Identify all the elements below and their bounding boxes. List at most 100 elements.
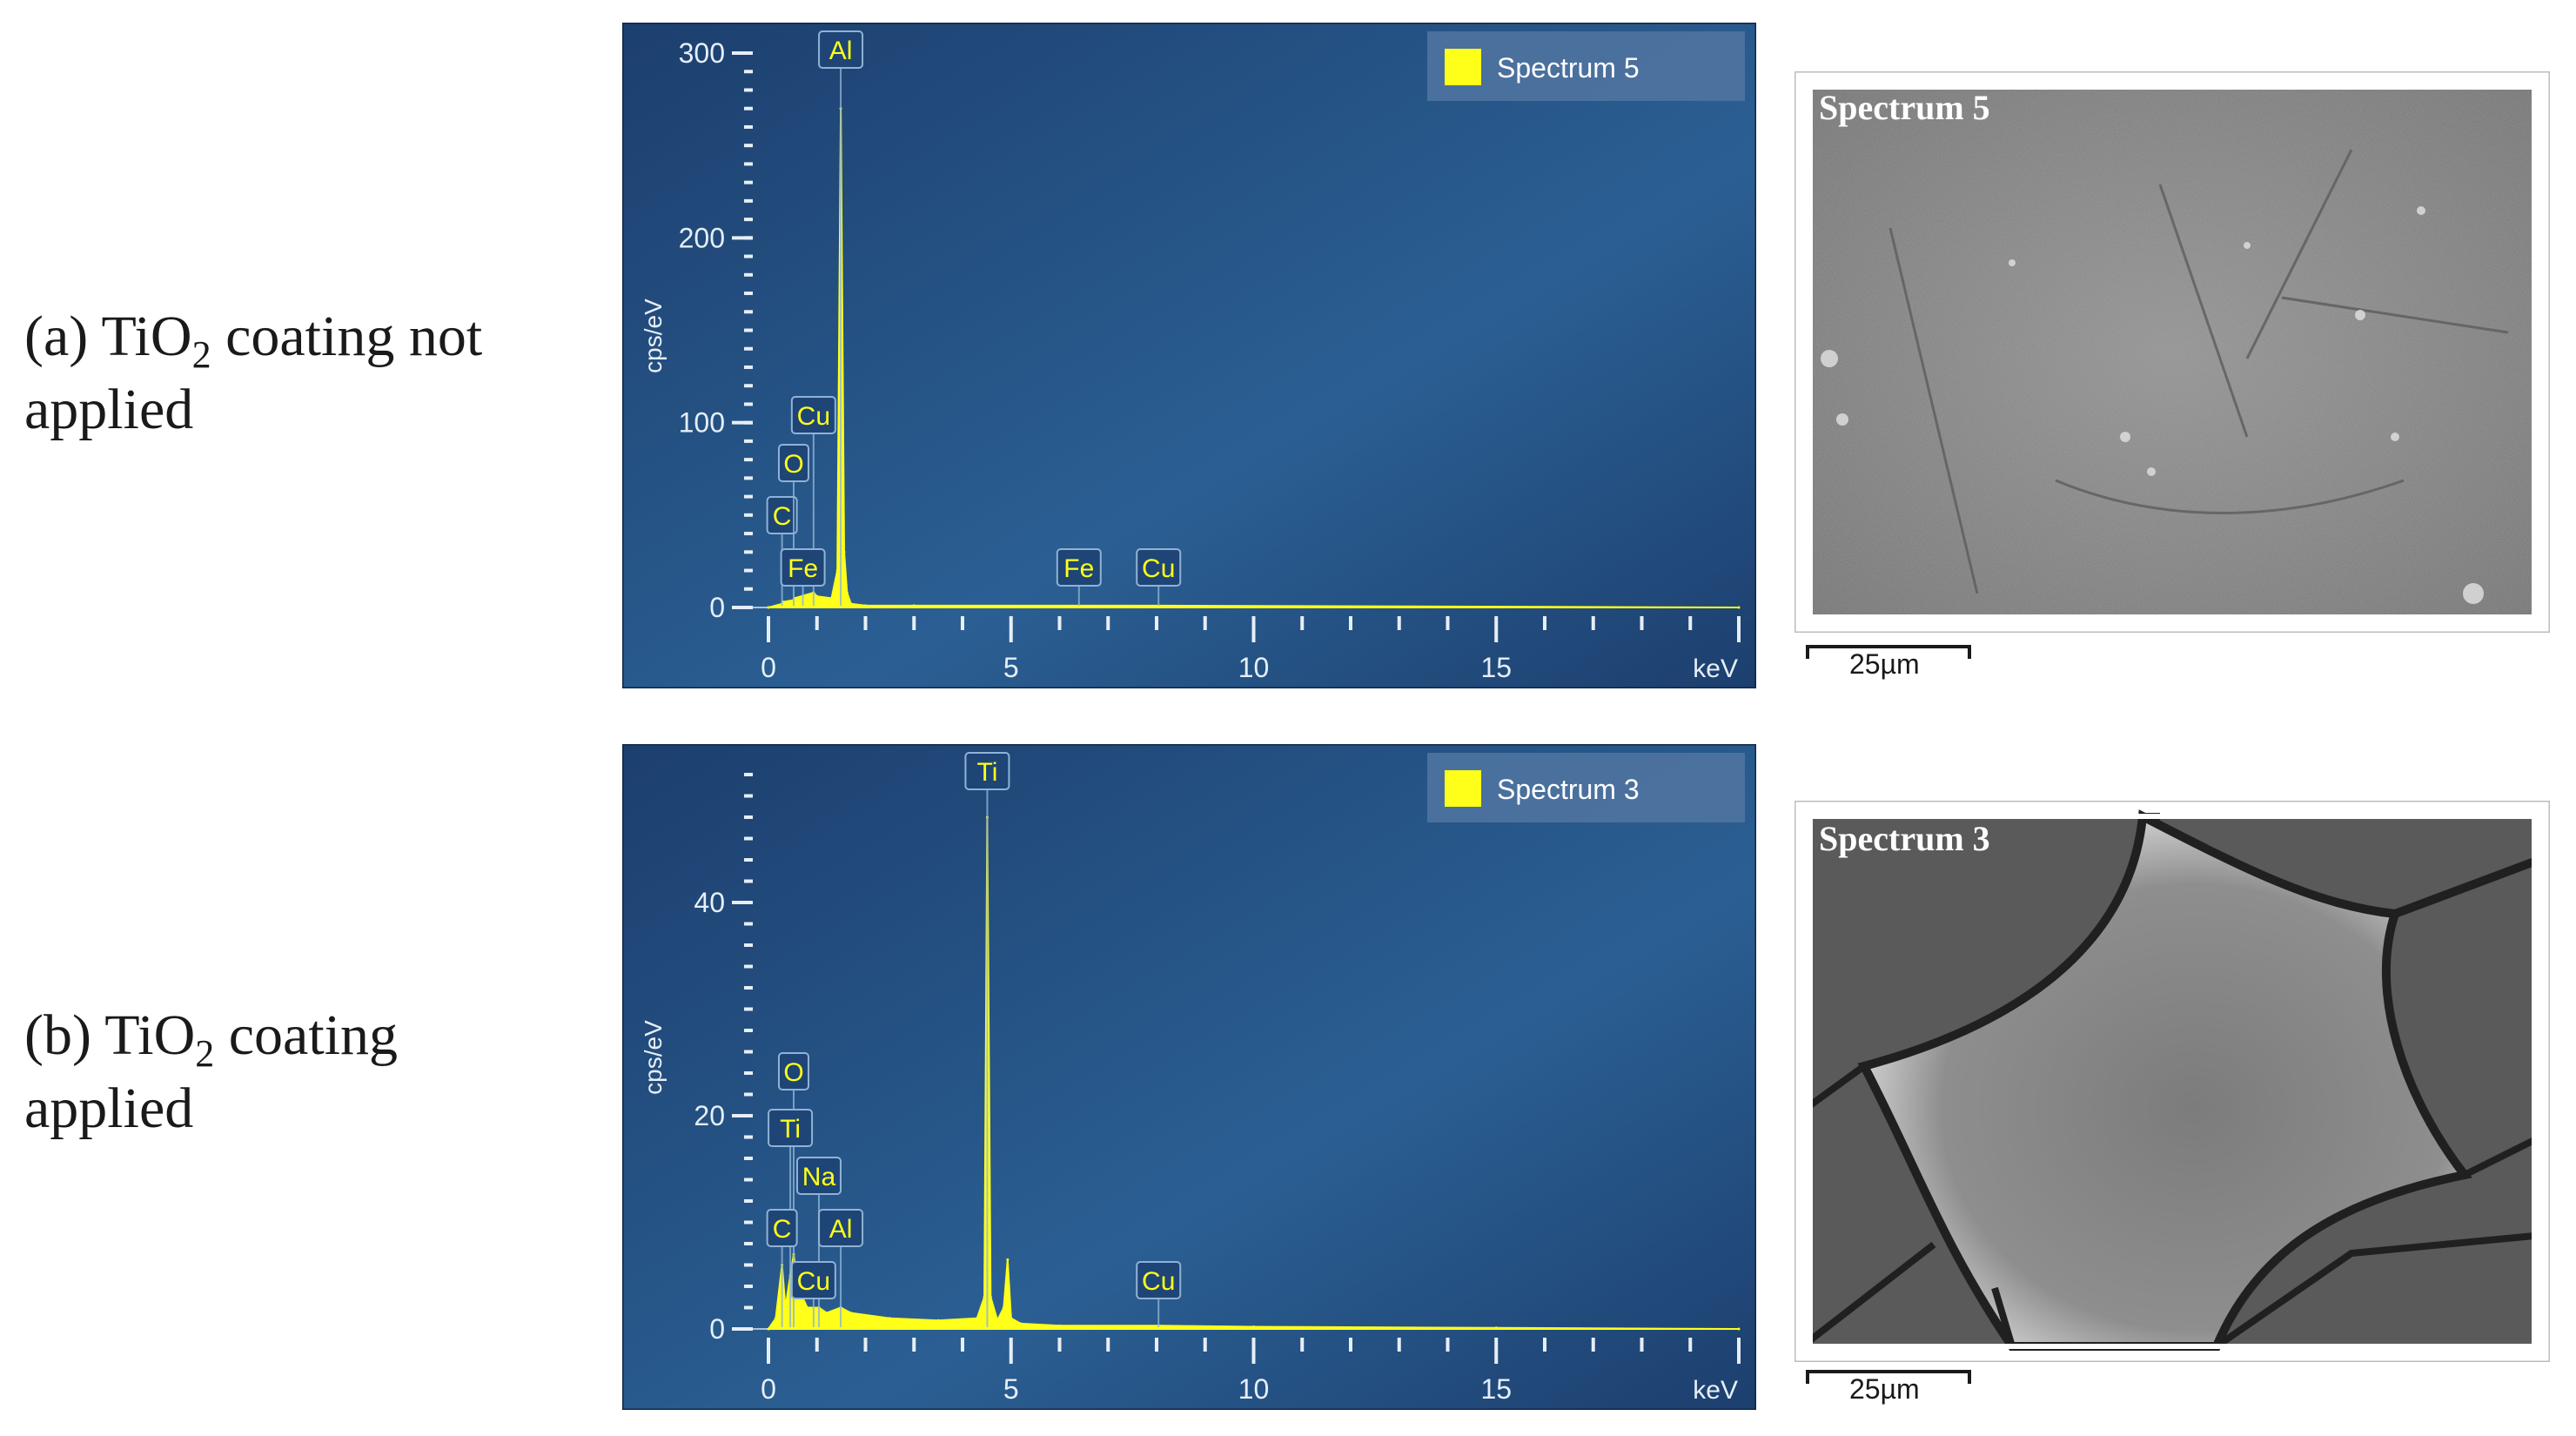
peak-label-box [777,1052,809,1090]
eds-spectrum-chart-b: 0 20 40 0 5 10 15 keV cps/eV Spectrum 3 O Ti Na C Al Cu… [622,744,1756,1410]
peak-label-box [766,1209,798,1247]
spectrum-point [1010,1317,1013,1320]
spectrum-point [1002,1306,1005,1309]
scale-bar-a-label: 25µm [1849,648,1920,680]
spectrum-point [983,1295,986,1298]
spectrum-point [888,1317,891,1320]
peak-label-box [964,752,1010,790]
peak-label-box [1136,1261,1182,1299]
spectrum-point [1058,1324,1061,1327]
sem-label-b: Spectrum 3 [1819,819,1990,858]
scale-bar-a-line [1806,645,1971,659]
y-axis-label: cps/eV [640,299,667,373]
spectrum-point [815,594,819,598]
spectrum-point [996,1319,999,1322]
sem-image-a [1794,71,2550,633]
peak-label: Al [829,1215,853,1244]
spectrum-point [842,550,846,554]
row-label-a-line2: applied [24,378,194,441]
sem-label-a: Spectrum 5 [1819,88,1990,127]
scale-bar-a: 25µm [1806,640,1980,692]
sem-micrograph-b [1794,801,2550,1362]
peak-label-box [780,548,826,587]
y-axis-label: cps/eV [640,1020,667,1095]
spectrum-point [845,591,849,594]
row-label-b-line2: applied [24,1077,194,1140]
scale-bar-b-label: 25µm [1849,1373,1920,1405]
eds-spectrum-svg-a: 0 100 200 300 0 5 10 15 keV cps/eV Spectrum 5 CO Cu F… [622,23,1756,688]
row-label-b-line1: (b) TiO2 coating [24,1003,399,1075]
spectrum-point [767,1327,770,1331]
x-tick-label: 10 [1238,1373,1270,1405]
x-tick-label: 0 [761,1373,776,1405]
peak-label: O [783,450,803,479]
spectrum-point [784,1306,788,1309]
spectrum-point [1252,1325,1255,1329]
spectrum-point [976,1317,979,1320]
spectrum-point [1019,1322,1023,1325]
peak-label: Al [829,37,853,65]
peak-label: Na [802,1163,836,1191]
x-axis-label: keV [1693,1376,1738,1405]
row-label-b: (b) TiO2 coating applied [24,999,581,1145]
scale-bar-b-line [1806,1370,1971,1384]
peak-label: Ti [976,758,997,787]
x-tick-label: 5 [1003,652,1019,683]
scale-bar-b: 25µm [1806,1365,1980,1417]
legend-swatch [1445,770,1481,807]
peak-label-box [1056,548,1102,587]
legend-label: Spectrum 5 [1497,52,1640,84]
row-label-a-line1: (a) TiO2 coating not [24,305,483,376]
spectrum-point [806,1306,809,1309]
spectrum-point [829,596,833,600]
legend-swatch [1445,49,1481,85]
peak-label-box [790,396,836,434]
spectrum-point [936,1319,940,1322]
spectrum-point [864,604,867,607]
peak-label: Cu [1142,554,1175,583]
peak-label: Ti [780,1115,801,1144]
peak-label-box [777,444,809,482]
peak-label-box [766,496,798,534]
peak-label-box [818,30,864,69]
x-tick-label: 0 [761,652,776,683]
spectrum-point [1494,1326,1498,1330]
spectrum-point [989,1295,992,1298]
y-tick-label: 20 [694,1100,725,1131]
spectrum-point [1737,1327,1741,1331]
x-tick-label: 5 [1003,1373,1019,1405]
spectrum-point [825,1312,828,1315]
peak-label: Fe [1063,554,1094,583]
spectrum-point [774,1317,777,1320]
y-tick-label: 0 [709,592,725,623]
y-tick-label: 300 [679,37,725,69]
legend: Spectrum 3 [1427,753,1745,822]
row-label-a: (a) TiO2 coating not applied [24,300,581,446]
spectrum-point [912,604,916,607]
legend: Spectrum 5 [1427,31,1745,101]
peak-label: O [783,1058,803,1087]
x-tick-label: 15 [1480,1373,1512,1405]
spectrum-point [835,569,839,573]
y-tick-label: 200 [679,222,725,253]
spectrum-point [1737,606,1741,609]
peak-label: Cu [797,1267,830,1296]
peak-label: Fe [788,554,818,583]
sem-image-b [1794,801,2550,1362]
y-tick-label: 40 [694,887,725,918]
peak-label: C [773,1215,792,1244]
peak-label-box [790,1261,836,1299]
peak-label: C [773,502,792,531]
peak-label-box [795,1157,842,1195]
peak-label: Cu [1142,1267,1175,1296]
spectrum-point [1006,1258,1010,1261]
legend-label: Spectrum 3 [1497,774,1640,805]
spectrum-point [767,606,770,609]
x-tick-label: 15 [1480,652,1512,683]
peak-label-box [818,1209,864,1247]
x-tick-label: 10 [1238,652,1270,683]
sem-micrograph-a [1794,71,2550,633]
x-axis-label: keV [1693,654,1738,683]
peak-label: Cu [797,402,830,431]
